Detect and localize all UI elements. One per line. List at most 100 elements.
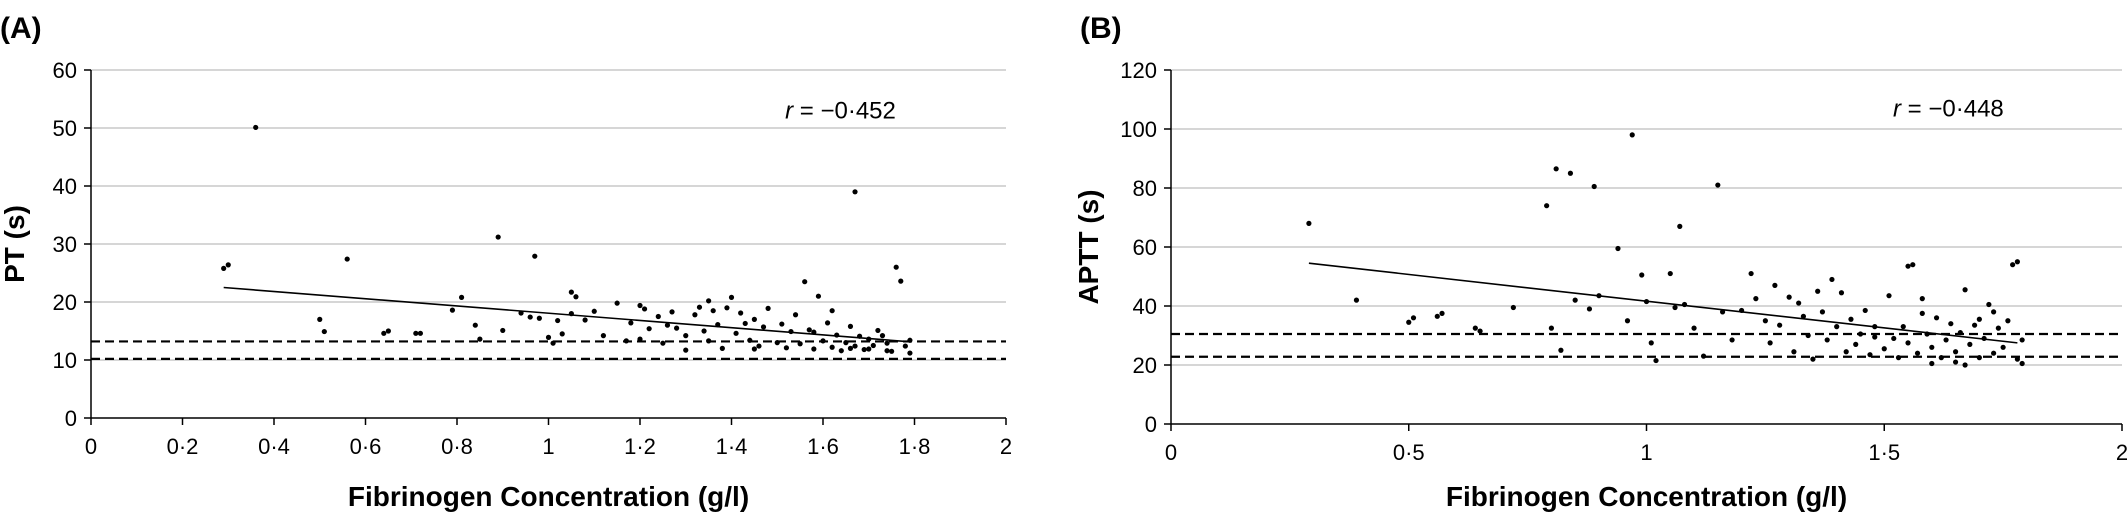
data-point-b (1772, 282, 1778, 288)
data-point-a (847, 323, 854, 329)
data-point-a (879, 333, 886, 339)
data-point-a (253, 124, 259, 131)
data-point-b (1919, 310, 1925, 316)
data-point-b (1991, 350, 1997, 356)
data-point-b (1681, 301, 1688, 308)
data-point-b (1914, 350, 1921, 356)
data-point-b (1824, 337, 1830, 343)
y-tick-label-a: 30 (53, 232, 77, 257)
data-point-a (706, 338, 712, 344)
y-tick-label-b: 100 (1120, 117, 1157, 142)
data-point-a (545, 334, 552, 340)
data-point-b (1905, 340, 1911, 346)
x-tick-label-a: 1·8 (899, 434, 931, 459)
data-point-a (893, 264, 899, 270)
data-point-b (1477, 328, 1483, 334)
data-point-a (568, 311, 574, 317)
data-point-a (317, 316, 323, 322)
data-point-b (2000, 344, 2006, 350)
data-point-b (1643, 298, 1650, 305)
y-axis-title-b: APTT (s) (1073, 189, 1104, 304)
data-point-b (1648, 340, 1654, 346)
data-point-b (1957, 329, 1963, 336)
data-point-b (1739, 307, 1745, 314)
data-point-b (1748, 270, 1754, 277)
data-point-a (385, 328, 391, 334)
y-tick-label-b: 0 (1145, 412, 1157, 437)
data-point-b (1777, 322, 1783, 328)
x-tick-label-b: 2 (2116, 440, 2128, 465)
data-point-a (852, 189, 858, 195)
data-point-b (2019, 337, 2025, 343)
y-tick-label-b: 120 (1120, 58, 1157, 83)
data-point-b (1938, 355, 1944, 361)
y-tick-label-b: 20 (1133, 353, 1157, 378)
data-point-a (683, 347, 689, 353)
data-point-a (646, 326, 652, 332)
data-point-a (614, 300, 620, 306)
data-point-a (747, 337, 753, 343)
data-point-b (1872, 324, 1878, 330)
data-point-b (1653, 357, 1659, 364)
data-point-a (221, 265, 227, 271)
data-point-a (536, 315, 542, 321)
data-point-a (792, 312, 799, 318)
data-point-a (555, 317, 561, 324)
y-tick-label-b: 80 (1133, 176, 1157, 201)
data-point-b (1615, 245, 1621, 252)
data-point-b (1729, 337, 1735, 343)
data-point-b (1796, 300, 1802, 306)
data-point-a (674, 325, 680, 331)
chart-panel-a: (A) 0 10 20 30 40 50 60 0 0·2 0·4 0·6 0·8 1 1·2 1·4 1·6… (0, 12, 1012, 512)
data-point-b (1762, 318, 1768, 324)
data-point-b (1667, 270, 1673, 277)
x-tick-label-b: 1·5 (1868, 440, 1900, 465)
data-point-b (1800, 313, 1807, 319)
data-point-b (1862, 307, 1868, 314)
data-point-b (1886, 293, 1892, 299)
x-tick-label-b: 0 (1165, 440, 1177, 465)
x-tick-label-b: 0·5 (1393, 440, 1425, 465)
data-point-a (664, 322, 671, 328)
y-tick-label-a: 20 (53, 290, 77, 315)
data-point-b (1929, 344, 1935, 350)
data-point-b (1838, 290, 1845, 296)
data-point-b (1715, 182, 1721, 188)
data-point-b (1976, 316, 1982, 322)
data-point-a (706, 298, 712, 304)
data-point-a (884, 348, 890, 354)
data-point-a (669, 309, 675, 315)
data-point-b (2005, 318, 2011, 324)
data-point-b (1962, 362, 1968, 368)
data-point-a (733, 330, 739, 336)
data-point-b (1891, 335, 1897, 342)
data-point-a (495, 234, 501, 240)
data-point-b (1857, 331, 1864, 337)
data-point-a (847, 345, 854, 351)
data-point-b (1629, 132, 1635, 138)
data-point-b (1962, 287, 1968, 293)
data-point-b (1544, 203, 1550, 209)
data-point-a (889, 348, 895, 354)
data-point-b (1406, 319, 1412, 325)
data-point-a (591, 308, 597, 314)
x-tick-label-a: 0·2 (167, 434, 199, 459)
x-tick-label-a: 1·2 (624, 434, 656, 459)
data-point-a (857, 333, 863, 339)
data-point-b (1919, 296, 1925, 302)
data-point-b (1952, 349, 1959, 355)
data-point-a (838, 348, 844, 354)
data-point-a (751, 346, 757, 352)
data-point-a (783, 345, 790, 351)
data-point-b (1558, 347, 1564, 353)
data-point-b (1439, 310, 1445, 316)
x-axis-title-b: Fibrinogen Concentration (g/l) (1446, 481, 1847, 512)
correlation-symbol-b: r (1893, 95, 1902, 122)
data-point-b (1767, 340, 1773, 346)
x-tick-label-a: 1·6 (807, 434, 839, 459)
data-point-b (1805, 332, 1811, 339)
data-point-a (815, 293, 822, 299)
data-point-b (1905, 263, 1911, 269)
data-point-a (719, 345, 725, 351)
